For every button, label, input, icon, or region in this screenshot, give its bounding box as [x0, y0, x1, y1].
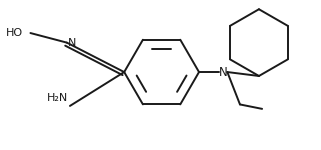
Text: HO: HO: [5, 28, 22, 38]
Text: N: N: [68, 38, 77, 48]
Text: N: N: [219, 66, 228, 79]
Text: H₂N: H₂N: [47, 93, 68, 103]
